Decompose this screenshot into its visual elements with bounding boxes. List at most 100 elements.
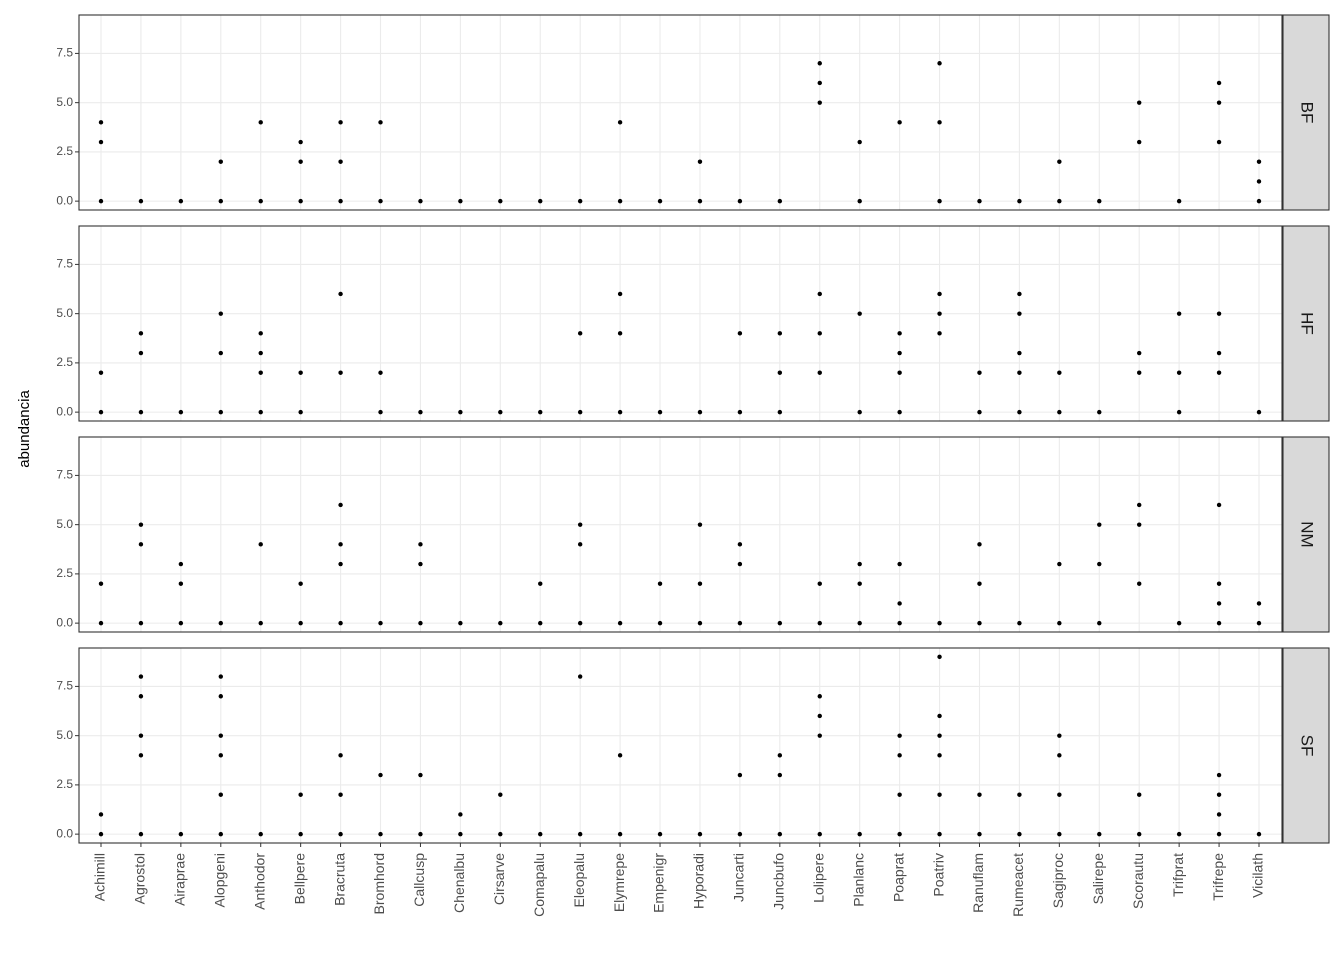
point <box>1137 502 1142 508</box>
x-tick-label: Anthodor <box>251 853 267 910</box>
point <box>1017 198 1022 204</box>
point <box>937 198 942 204</box>
point <box>937 792 942 797</box>
point <box>1017 409 1022 415</box>
x-tick-label: Bracruta <box>331 853 347 906</box>
point <box>98 139 104 145</box>
point <box>1057 198 1062 204</box>
x-tick-label: Rumeacet <box>1010 853 1026 917</box>
point <box>697 409 703 415</box>
point <box>1137 370 1142 375</box>
point <box>857 561 862 567</box>
point <box>1137 792 1142 797</box>
point <box>378 772 383 778</box>
point <box>138 542 144 547</box>
point <box>977 620 982 626</box>
point <box>218 409 223 415</box>
point <box>1057 753 1062 758</box>
point <box>777 620 783 626</box>
point <box>1216 601 1222 606</box>
point <box>1057 792 1062 797</box>
point <box>897 831 902 837</box>
point <box>218 350 223 356</box>
point <box>98 120 104 125</box>
x-tick-label: Airaprae <box>172 853 188 906</box>
point <box>98 409 104 415</box>
y-tick-label: 0.0 <box>56 615 73 629</box>
point <box>498 792 503 797</box>
x-tick-label: Chenalbu <box>451 853 467 913</box>
y-tick-label: 2.5 <box>56 355 73 369</box>
point <box>617 753 623 758</box>
point <box>897 601 902 606</box>
x-tick-label: Trifprat <box>1170 853 1186 897</box>
point <box>817 581 822 586</box>
point <box>817 61 822 66</box>
panel-border <box>78 647 1283 844</box>
point <box>418 409 423 415</box>
point <box>977 831 982 837</box>
point <box>817 831 822 837</box>
x-tick-label: Poaprat <box>890 853 906 902</box>
point <box>577 831 583 837</box>
point <box>218 733 223 738</box>
point <box>1216 350 1222 356</box>
point <box>258 831 263 837</box>
point <box>1216 100 1222 105</box>
point <box>817 694 822 699</box>
point <box>617 198 623 204</box>
point <box>1216 311 1222 316</box>
point <box>1176 198 1182 204</box>
point <box>577 542 583 547</box>
point <box>418 561 423 567</box>
point <box>1216 370 1222 375</box>
point <box>138 620 144 626</box>
point <box>577 674 583 679</box>
point <box>178 831 184 837</box>
point <box>657 198 663 204</box>
point <box>298 792 303 797</box>
strip <box>1282 436 1330 633</box>
x-tick-label: Poatriv <box>930 853 946 897</box>
strip-label: HF <box>1298 312 1317 335</box>
panel-background <box>79 226 1282 421</box>
point <box>218 620 223 626</box>
point <box>298 370 303 375</box>
panel-background <box>79 648 1282 843</box>
point <box>697 522 703 527</box>
point <box>1216 581 1222 586</box>
point <box>1057 159 1062 164</box>
y-tick-label: 5.0 <box>56 95 73 109</box>
point <box>897 120 902 125</box>
point <box>937 831 942 837</box>
point <box>737 542 743 547</box>
strip <box>1282 225 1330 422</box>
x-tick-label: Alopgeni <box>211 853 227 908</box>
y-tick-label: 7.5 <box>56 257 73 271</box>
point <box>577 409 583 415</box>
point <box>338 561 343 567</box>
point <box>338 542 343 547</box>
point <box>138 694 144 699</box>
point <box>298 139 303 145</box>
point <box>977 542 982 547</box>
point <box>937 713 942 719</box>
point <box>258 350 263 356</box>
point <box>338 291 343 297</box>
strip-label: BF <box>1298 102 1317 124</box>
point <box>857 139 862 145</box>
point <box>1216 831 1222 837</box>
x-tick-label: Agrostol <box>132 853 148 904</box>
point <box>178 198 184 204</box>
point <box>1017 620 1022 626</box>
point <box>1216 80 1222 86</box>
point <box>178 620 184 626</box>
point <box>138 409 144 415</box>
point <box>338 120 343 125</box>
point <box>1017 831 1022 837</box>
point <box>338 198 343 204</box>
point <box>1137 831 1142 837</box>
point <box>1057 831 1062 837</box>
point <box>897 331 902 336</box>
y-tick-label: 2.5 <box>56 566 73 580</box>
